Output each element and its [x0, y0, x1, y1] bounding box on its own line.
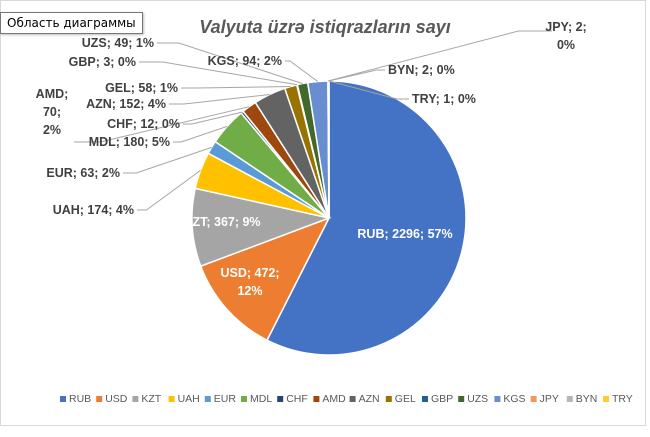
- legend-item-chf: CHF: [286, 393, 308, 405]
- legend-item-amd: AMD: [322, 393, 346, 405]
- leader-line-kgs: [285, 60, 319, 82]
- legend-swatch-rub: [60, 396, 66, 402]
- legend-item-byn: BYN: [576, 393, 598, 405]
- legend-swatch-gbp: [422, 396, 428, 402]
- legend-swatch-try: [603, 396, 609, 402]
- legend-item-jpy: JPY: [540, 393, 559, 405]
- data-label-uah: UAH; 174; 4%: [53, 203, 134, 217]
- leader-line-uzs: [157, 42, 303, 85]
- legend-item-azn: AZN: [359, 393, 380, 405]
- legend-swatch-azn: [349, 396, 356, 402]
- leader-line-try: [328, 80, 409, 100]
- data-label-gel: GEL; 58; 1%: [105, 81, 178, 95]
- legend-swatch-uah: [168, 396, 175, 402]
- data-label-kgs: KGS; 94; 2%: [208, 54, 282, 68]
- legend-item-mdl: MDL: [250, 393, 272, 405]
- leader-line-gbp: [139, 61, 298, 86]
- legend-item-kgs: KGS: [503, 393, 525, 405]
- leader-line-chf: [183, 111, 243, 125]
- legend-swatch-eur: [204, 396, 211, 402]
- data-label-byn: BYN; 2; 0%: [388, 63, 455, 77]
- leader-line-amd: [74, 106, 250, 143]
- legend-swatch-uzs: [458, 396, 465, 402]
- legend-item-try: TRY: [612, 393, 633, 405]
- chart-area-tooltip: Область диаграммы: [0, 12, 143, 34]
- legend-item-uah: UAH: [178, 393, 200, 405]
- data-label-try: TRY; 1; 0%: [412, 92, 476, 106]
- legend-swatch-chf: [277, 396, 284, 402]
- legend-swatch-kgs: [494, 396, 501, 402]
- leader-line-mdl: [173, 125, 228, 143]
- legend-item-usd: USD: [105, 393, 128, 405]
- legend-item-rub: RUB: [69, 393, 91, 405]
- data-label-usd: USD; 472; 12%: [220, 266, 279, 298]
- data-label-uzs: UZS; 49; 1%: [82, 36, 154, 50]
- data-label-rub: RUB; 2296; 57%: [357, 227, 452, 241]
- legend-item-kzt: KZT: [141, 393, 161, 405]
- legend-swatch-kzt: [132, 396, 139, 402]
- leader-line-eur: [123, 146, 212, 174]
- legend: RUB USD KZT UAH EUR MDL CHF AMD AZN GEL GBP UZS KGS J…: [60, 393, 633, 405]
- data-label-jpy: JPY; 2; 0%: [545, 20, 586, 52]
- pie-slice-kzt[interactable]: [191, 187, 332, 268]
- leader-line-uah: [137, 169, 201, 211]
- leader-line-jpy: [327, 30, 552, 82]
- data-label-kzt: KZT; 367; 9%: [183, 215, 260, 229]
- legend-swatch-gel: [385, 396, 392, 402]
- data-label-chf: CHF; 12; 0%: [107, 117, 180, 131]
- chart-title: Valyuta üzrə istiqrazların sayı: [199, 17, 451, 37]
- data-label-mdl: MDL; 180; 5%: [89, 135, 170, 149]
- data-label-eur: EUR; 63; 2%: [46, 166, 120, 180]
- legend-item-eur: EUR: [214, 393, 237, 405]
- legend-swatch-mdl: [241, 396, 247, 402]
- legend-item-uzs: UZS: [467, 393, 488, 405]
- data-label-amd: AMD; 70; 2%: [36, 87, 69, 137]
- data-label-gbp: GBP; 3; 0%: [69, 55, 136, 69]
- leader-line-azn: [169, 94, 270, 105]
- legend-item-gel: GEL: [395, 393, 416, 405]
- leader-line-gel: [181, 86, 291, 89]
- legend-item-gbp: GBP: [431, 393, 453, 405]
- legend-swatch-usd: [96, 396, 103, 402]
- legend-swatch-amd: [313, 396, 320, 402]
- data-label-azn: AZN; 152; 4%: [86, 97, 166, 111]
- leader-line-byn: [328, 69, 385, 82]
- pie-slice-usd[interactable]: [199, 216, 331, 342]
- legend-swatch-byn: [566, 396, 573, 402]
- legend-swatch-jpy: [530, 396, 537, 402]
